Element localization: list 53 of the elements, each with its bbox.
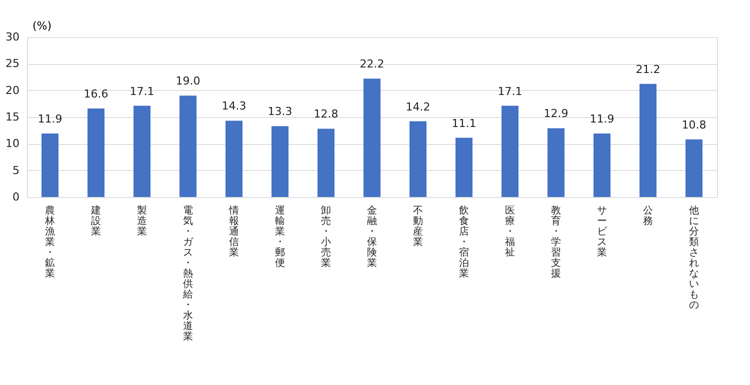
x-tick-label: 公務 bbox=[643, 204, 653, 227]
bar bbox=[272, 126, 288, 197]
data-label: 10.8 bbox=[682, 118, 706, 132]
y-tick-label: 0 bbox=[12, 190, 20, 204]
bar bbox=[548, 128, 564, 197]
bar bbox=[180, 96, 196, 197]
data-label: 14.3 bbox=[222, 100, 246, 113]
category-label: 電気・ガス・熱供給・水道業 bbox=[183, 206, 193, 342]
data-label: 21.2 bbox=[636, 62, 660, 76]
data-label: 17.1 bbox=[498, 84, 522, 98]
x-tick-label: サービス業 bbox=[597, 206, 608, 258]
y-tick-label: 20 bbox=[6, 84, 20, 97]
bar bbox=[410, 121, 426, 197]
bar bbox=[226, 120, 242, 197]
data-label: 11.9 bbox=[590, 112, 614, 126]
x-tick-label: 不動産業 bbox=[413, 206, 423, 248]
y-tick-label: 30 bbox=[6, 30, 20, 44]
bar bbox=[640, 84, 656, 197]
bar bbox=[88, 108, 104, 197]
y-tick-label: 5 bbox=[12, 164, 20, 177]
bar bbox=[686, 139, 702, 197]
x-tick-label: 製造業 bbox=[137, 204, 147, 238]
data-label: 22.2 bbox=[360, 58, 384, 71]
y-axis-title: (%) bbox=[32, 20, 52, 32]
data-label: 12.8 bbox=[314, 108, 338, 121]
x-tick-label: 運輸業・郵便 bbox=[275, 204, 285, 269]
x-tick-label: 飲食店・宿泊業 bbox=[459, 206, 469, 280]
data-label: 12.9 bbox=[544, 107, 568, 120]
data-label: 11.9 bbox=[38, 112, 62, 126]
data-label: 11.1 bbox=[452, 116, 476, 130]
y-tick-label: 15 bbox=[6, 110, 20, 124]
bar bbox=[318, 128, 334, 197]
bar bbox=[502, 106, 518, 197]
data-label: 16.6 bbox=[84, 87, 108, 100]
x-tick-label: 金融・保険業 bbox=[367, 204, 377, 269]
bar bbox=[364, 78, 380, 197]
bar bbox=[134, 106, 150, 197]
y-tick-label: 25 bbox=[6, 57, 20, 70]
x-tick-label: 教育・学習支援 bbox=[551, 206, 561, 280]
x-tick-label: 農林漁業・鉱業 bbox=[44, 204, 55, 280]
bar bbox=[456, 138, 472, 197]
x-tick-label: 建設業 bbox=[90, 204, 101, 238]
data-label: 14.2 bbox=[406, 100, 430, 114]
data-label: 19.0 bbox=[176, 74, 200, 88]
bar bbox=[594, 134, 610, 197]
data-label: 17.1 bbox=[130, 84, 154, 98]
x-tick-label: 情報通信業 bbox=[228, 204, 239, 258]
bar bbox=[42, 134, 58, 197]
x-tick-label: 医療・福祉 bbox=[505, 206, 515, 258]
data-label: 13.3 bbox=[268, 105, 292, 118]
category-label: 他に分類されないもの bbox=[689, 206, 699, 311]
x-tick-label: 卸売・小売業 bbox=[321, 204, 331, 269]
y-tick-label: 10 bbox=[6, 137, 20, 150]
